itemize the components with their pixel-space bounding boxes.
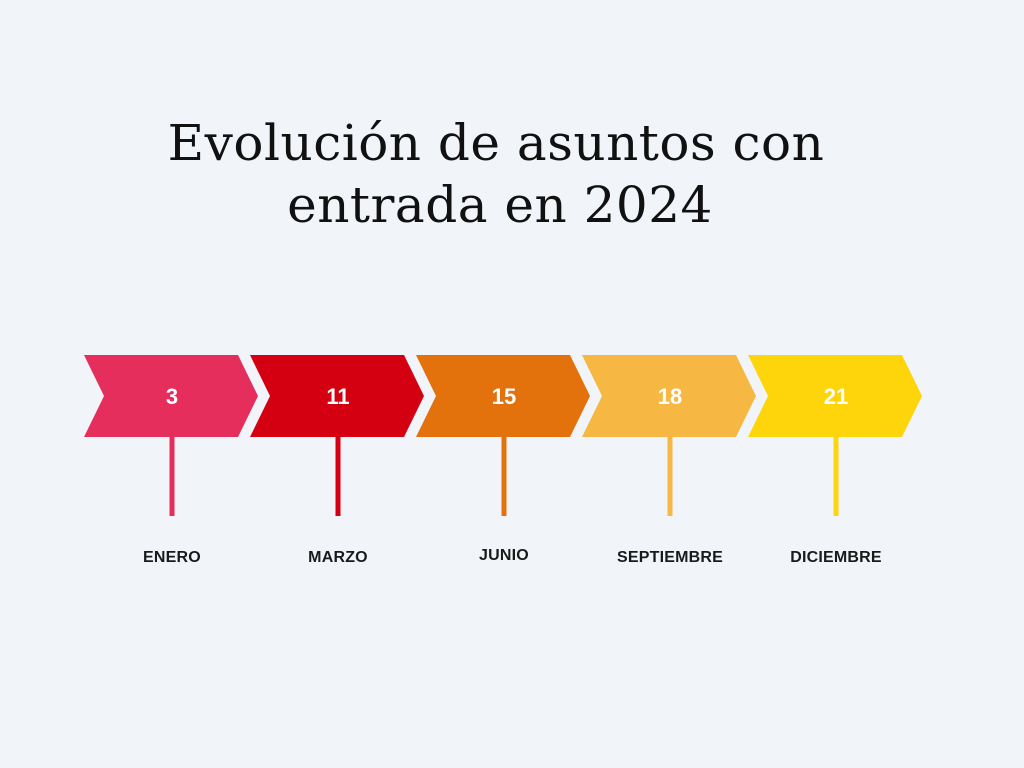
month-label: DICIEMBRE — [790, 549, 882, 566]
chevron-diciembre — [748, 355, 922, 437]
title-line-2: entrada en 2024 — [287, 176, 713, 234]
chevron-marzo — [250, 355, 424, 437]
page-title: Evolución de asuntos con entrada en 2024 — [0, 112, 1000, 236]
timeline-stem — [833, 437, 839, 516]
chevron-value: 3 — [166, 384, 178, 409]
timeline-stem — [667, 437, 673, 516]
chevron-septiembre — [582, 355, 756, 437]
timeline-stem — [335, 437, 341, 516]
chevron-value: 18 — [658, 384, 682, 409]
title-line-1: Evolución de asuntos con — [167, 114, 825, 172]
chevron-junio — [416, 355, 590, 437]
chevron-enero — [84, 355, 258, 437]
month-label: JUNIO — [479, 547, 529, 564]
chevron-value: 21 — [824, 384, 848, 409]
month-label: ENERO — [143, 549, 201, 566]
month-label: SEPTIEMBRE — [616, 549, 723, 566]
timeline-stem — [169, 437, 175, 516]
chevron-value: 15 — [492, 384, 516, 409]
chevron-value: 11 — [326, 384, 349, 409]
timeline-stem — [501, 437, 507, 516]
month-label: MARZO — [308, 549, 368, 566]
